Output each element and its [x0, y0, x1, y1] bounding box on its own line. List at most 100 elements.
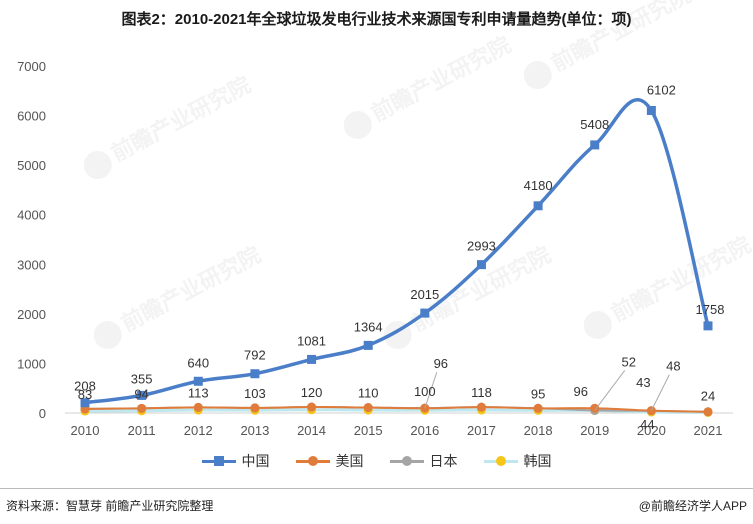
data-label-layer: 208 355 640 792 1081 1364 2015 2993 4180 5408 6102… — [74, 83, 724, 432]
watermark: 前瞻产业研究院 — [523, 0, 695, 90]
x-tick-label: 2020 — [637, 423, 666, 438]
point-china — [533, 201, 543, 211]
data-label-usa: 103 — [244, 386, 266, 401]
watermark-text: 前瞻产业研究院 — [107, 72, 255, 166]
x-tick-label: 2013 — [240, 423, 269, 438]
watermark-logo — [523, 61, 552, 90]
watermark: 前瞻产业研究院 — [93, 242, 265, 350]
point-china — [476, 260, 486, 270]
data-label-usa: 113 — [188, 385, 209, 400]
data-label-usa: 83 — [78, 387, 92, 402]
watermark: 前瞻产业研究院 — [83, 72, 255, 180]
x-tick-label: 2015 — [354, 423, 383, 438]
watermark-logo — [583, 311, 612, 340]
legend-item-japan: 日本 — [389, 451, 458, 471]
data-label-korea: 24 — [701, 389, 715, 404]
data-label-china: 1758 — [696, 302, 725, 317]
data-label-japan: 44 — [640, 417, 654, 432]
legend-item-china: 中国 — [201, 451, 270, 471]
point-usa — [533, 403, 543, 413]
y-tick-label: 2000 — [17, 307, 46, 322]
x-tick-label: 2014 — [297, 423, 326, 438]
series-layer — [80, 98, 713, 418]
point-china — [646, 106, 656, 116]
axis-layer: 0 1000 2000 3000 4000 5000 6000 7000 2010 2011 201… — [17, 59, 733, 438]
x-tick-label: 2011 — [128, 423, 156, 438]
point-usa — [363, 403, 373, 413]
watermark: 前瞻产业研究院 — [583, 232, 753, 340]
point-china — [137, 390, 147, 400]
point-china — [307, 354, 317, 364]
point-usa — [307, 402, 317, 412]
data-label-china: 208 — [74, 379, 96, 394]
x-tick-label: 2016 — [410, 423, 439, 438]
data-label-china: 355 — [131, 371, 153, 386]
watermark-logo — [343, 111, 372, 140]
leader-line — [650, 374, 670, 411]
watermark-logo — [83, 151, 112, 180]
data-label-japan: 52 — [621, 354, 635, 369]
legend-label-korea: 韩国 — [523, 453, 552, 469]
point-china — [80, 398, 90, 408]
x-tick-label: 2017 — [467, 423, 496, 438]
data-label-usa: 118 — [471, 385, 492, 400]
data-label-usa: 48 — [666, 359, 680, 374]
point-usa — [250, 403, 260, 413]
footer-divider — [0, 488, 753, 489]
legend-label-usa: 美国 — [335, 453, 364, 469]
x-tick-label: 2018 — [524, 423, 553, 438]
data-label-usa: 96 — [573, 384, 587, 399]
data-label-usa: 96 — [434, 356, 448, 371]
watermark-text: 前瞻产业研究院 — [607, 232, 753, 326]
data-label-china: 6102 — [647, 83, 676, 98]
data-label-china: 2993 — [467, 239, 496, 254]
y-tick-label: 5000 — [17, 158, 46, 173]
data-label-china: 5408 — [580, 117, 609, 132]
point-usa — [137, 403, 147, 413]
series-line-usa — [84, 406, 709, 413]
series-line-china — [84, 98, 710, 405]
x-tick-label: 2010 — [71, 423, 100, 438]
data-label-japan: 100 — [414, 384, 436, 399]
data-label-china: 1081 — [297, 333, 326, 348]
y-tick-label: 7000 — [17, 59, 46, 74]
data-label-china: 1364 — [354, 319, 383, 334]
point-usa — [476, 402, 486, 412]
point-china — [590, 140, 600, 150]
point-usa — [703, 407, 713, 417]
y-tick-label: 0 — [39, 406, 46, 421]
legend-label-china: 中国 — [241, 453, 270, 469]
watermark: 前瞻产业研究院 — [343, 32, 515, 140]
x-tick-label: 2012 — [184, 423, 213, 438]
data-label-usa: 94 — [134, 386, 148, 401]
legend-swatch-usa — [295, 456, 330, 466]
legend-swatch-china — [201, 456, 236, 466]
legend-swatch-japan — [389, 456, 424, 466]
legend-item-korea: 韩国 — [483, 451, 552, 471]
leader-line — [424, 372, 438, 409]
point-usa — [590, 403, 600, 413]
legend-label-japan: 日本 — [429, 453, 458, 469]
y-tick-label: 6000 — [17, 109, 46, 124]
data-label-japan: 43 — [636, 375, 650, 390]
data-label-china: 2015 — [410, 287, 439, 302]
leader-line — [594, 370, 626, 411]
legend-item-usa: 美国 — [295, 451, 364, 471]
watermark-text: 前瞻产业研究院 — [117, 242, 265, 336]
x-tick-label: 2021 — [694, 423, 723, 438]
point-china — [250, 369, 260, 379]
data-label-usa: 95 — [531, 386, 545, 401]
point-china — [703, 321, 713, 331]
data-label-usa: 110 — [358, 386, 379, 401]
point-china — [193, 376, 203, 386]
data-label-china: 792 — [244, 348, 266, 363]
data-label-china: 640 — [187, 355, 209, 370]
x-tick-label: 2019 — [580, 423, 609, 438]
watermark: 前瞻产业研究院 — [383, 242, 555, 350]
point-china — [420, 308, 430, 318]
y-tick-label: 4000 — [17, 208, 46, 223]
y-tick-label: 3000 — [17, 257, 46, 272]
data-label-usa: 120 — [301, 385, 323, 400]
y-tick-label: 1000 — [17, 356, 46, 371]
